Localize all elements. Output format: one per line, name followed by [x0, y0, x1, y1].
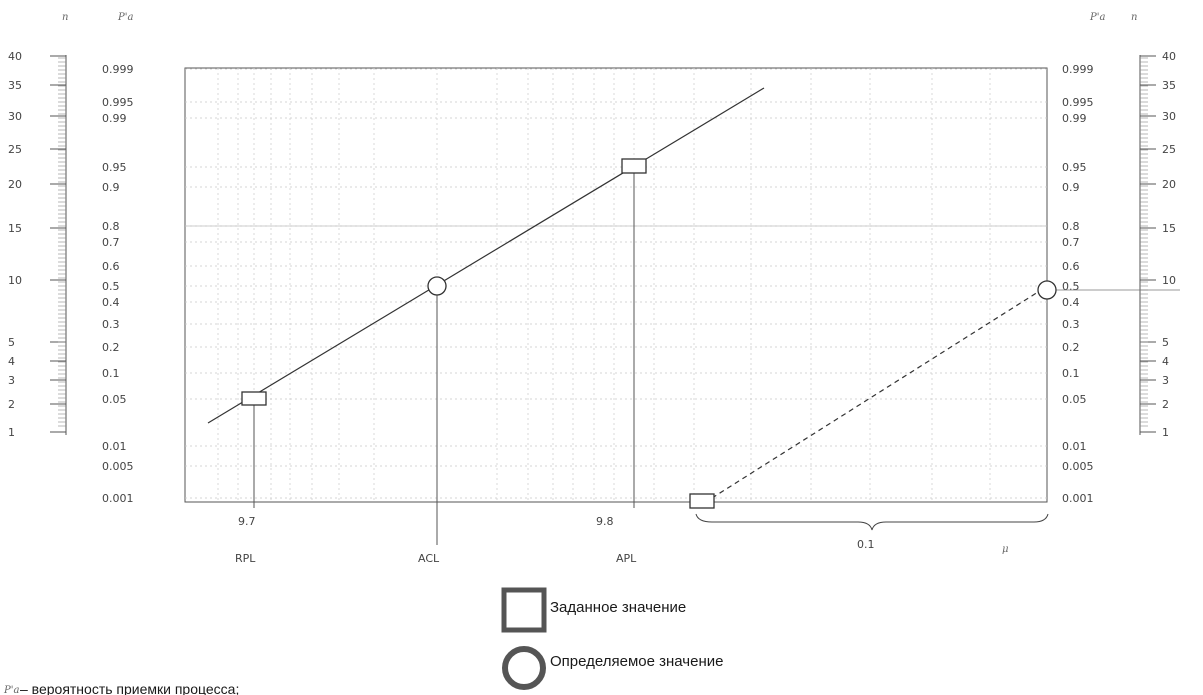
- n-label-left: 5: [8, 336, 15, 349]
- left-n-header: n: [62, 12, 68, 23]
- rpl-label: RPL: [235, 552, 256, 565]
- probability-scale-right: 0.999 0.995 0.99 0.95 0.9 0.8 0.7 0.6 0.5 0.4 0.3 0…: [1062, 63, 1094, 505]
- rpl-square-marker: [241, 391, 267, 406]
- prob-label-right: 0.7: [1062, 236, 1080, 249]
- footnote-text: – вероятность приемки процесса;: [20, 681, 239, 695]
- prob-label-left: 0.7: [102, 236, 120, 249]
- n-label-right: 3: [1162, 374, 1169, 387]
- prob-label-right: 0.05: [1062, 393, 1087, 406]
- sigma-square-marker: [689, 493, 715, 509]
- n-label-right: 35: [1162, 79, 1176, 92]
- prob-label-left: 0.4: [102, 296, 120, 309]
- legend: Заданное значение Определяемое значение: [501, 587, 723, 690]
- n-label-right: 5: [1162, 336, 1169, 349]
- prob-label-left: 0.2: [102, 341, 120, 354]
- right-pa-header: P'a: [1089, 12, 1105, 23]
- prob-label-right: 0.2: [1062, 341, 1080, 354]
- prob-label-right: 0.995: [1062, 96, 1094, 109]
- prob-label-left: 0.6: [102, 260, 120, 273]
- n-label-right: 30: [1162, 110, 1176, 123]
- prob-label-left: 0.3: [102, 318, 120, 331]
- acl-label: ACL: [418, 552, 440, 565]
- n-label-right: 10: [1162, 274, 1176, 287]
- prob-label-left: 0.9: [102, 181, 120, 194]
- prob-label-right: 0.6: [1062, 260, 1080, 273]
- x-tick-0-1: 0.1: [857, 538, 875, 551]
- n-label-right: 2: [1162, 398, 1169, 411]
- prob-label-left: 0.99: [102, 112, 127, 125]
- legend-given-label: Заданное значение: [550, 599, 686, 616]
- prob-label-right: 0.5: [1062, 280, 1080, 293]
- prob-label-left: 0.5: [102, 280, 120, 293]
- determined-circle-marker: [1037, 280, 1057, 300]
- left-n-scale: 40 35 30 25 20 15 10 5 4 3 2 1: [8, 50, 67, 439]
- prob-label-left: 0.05: [102, 393, 127, 406]
- sigma-brace: [695, 513, 1049, 531]
- prob-label-right: 0.3: [1062, 318, 1080, 331]
- prob-label-right: 0.9: [1062, 181, 1080, 194]
- grid-lines: [185, 68, 1047, 502]
- footnote-symbol: P'a: [3, 685, 19, 695]
- prob-label-left: 0.1: [102, 367, 120, 380]
- prob-label-right: 0.95: [1062, 161, 1087, 174]
- plot-frame: [184, 67, 1048, 503]
- x-tick-9-8: 9.8: [596, 515, 614, 528]
- acceptance-line: [207, 87, 765, 424]
- apl-label: APL: [616, 552, 637, 565]
- prob-label-left: 0.95: [102, 161, 127, 174]
- prob-label-right: 0.99: [1062, 112, 1087, 125]
- x-tick-mu: μ: [1002, 544, 1009, 555]
- acl-circle-marker: [427, 276, 447, 296]
- prob-label-left: 0.005: [102, 460, 134, 473]
- n-label-right: 4: [1162, 355, 1169, 368]
- prob-label-left: 0.995: [102, 96, 134, 109]
- prob-label-right: 0.999: [1062, 63, 1094, 76]
- n-label-left: 25: [8, 143, 22, 156]
- prob-label-left: 0.001: [102, 492, 134, 505]
- prob-label-left: 0.8: [102, 220, 120, 233]
- left-pa-header: P'a: [117, 12, 133, 23]
- prob-label-left: 0.01: [102, 440, 127, 453]
- n-label-left: 2: [8, 398, 15, 411]
- n-label-left: 30: [8, 110, 22, 123]
- prob-label-left: 0.999: [102, 63, 134, 76]
- prob-label-right: 0.1: [1062, 367, 1080, 380]
- prob-label-right: 0.4: [1062, 296, 1080, 309]
- right-n-header: n: [1131, 12, 1137, 23]
- prob-label-right: 0.8: [1062, 220, 1080, 233]
- n-label-left: 35: [8, 79, 22, 92]
- sigma-dashed-line: [711, 291, 1039, 499]
- x-tick-9-7: 9.7: [238, 515, 256, 528]
- right-n-scale: 40 35 30 25 20 15 10 5 4 3 2 1: [1139, 50, 1176, 439]
- legend-determined-label: Определяемое значение: [550, 653, 723, 670]
- n-label-right: 1: [1162, 426, 1169, 439]
- n-label-left: 20: [8, 178, 22, 191]
- prob-label-right: 0.001: [1062, 492, 1094, 505]
- n-label-right: 40: [1162, 50, 1176, 63]
- prob-label-right: 0.005: [1062, 460, 1094, 473]
- n-label-right: 25: [1162, 143, 1176, 156]
- n-label-left: 10: [8, 274, 22, 287]
- apl-square-marker: [621, 158, 647, 174]
- n-label-left: 40: [8, 50, 22, 63]
- n-label-left: 4: [8, 355, 15, 368]
- legend-circle-icon: [502, 646, 546, 690]
- n-label-left: 15: [8, 222, 22, 235]
- n-label-right: 20: [1162, 178, 1176, 191]
- legend-square-icon: [501, 587, 547, 633]
- prob-label-right: 0.01: [1062, 440, 1087, 453]
- n-label-right: 15: [1162, 222, 1176, 235]
- n-label-left: 1: [8, 426, 15, 439]
- probability-scale-left: 0.999 0.995 0.99 0.95 0.9 0.8 0.7 0.6 0.5 0.4 0.3 0…: [102, 63, 134, 505]
- n-label-left: 3: [8, 374, 15, 387]
